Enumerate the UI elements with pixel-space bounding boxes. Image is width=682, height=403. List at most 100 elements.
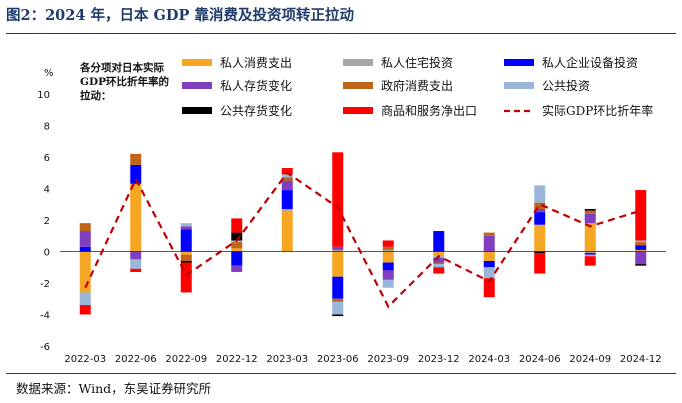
bar-segment xyxy=(130,251,142,260)
bar-segment xyxy=(180,254,192,261)
bar-segment xyxy=(231,218,243,233)
bar-segment xyxy=(332,298,344,302)
bar-segment xyxy=(635,264,647,266)
bar-segment xyxy=(382,249,394,252)
y-tick-label: 2 xyxy=(44,216,50,227)
y-tick-label: -4 xyxy=(40,311,50,322)
y-axis: -6 -4 -2 0 2 4 6 8 10 xyxy=(37,90,50,353)
legend-swatch xyxy=(182,107,212,114)
bar-segment xyxy=(332,276,344,299)
bar-segment xyxy=(281,180,293,191)
bar-segment xyxy=(433,262,445,265)
bar-segment xyxy=(180,260,192,263)
y-tick-label: 6 xyxy=(44,153,50,164)
legend-note-line-2: GDP环比折年率的 xyxy=(80,75,169,88)
bar-segment xyxy=(433,257,445,263)
bar-segment xyxy=(584,210,596,214)
legend-note: 各分项对日本实际 GDP环比折年率的 拉动： xyxy=(79,61,169,102)
stacked-bar-chart: 各分项对日本实际 GDP环比折年率的 拉动： 私人消费支出 私人住宅投资 私人企业设… xyxy=(37,55,666,365)
y-tick-label: -2 xyxy=(40,279,50,290)
bar-segment xyxy=(483,232,495,236)
gdp-growth-line xyxy=(84,171,642,309)
bar-segment xyxy=(130,164,142,184)
legend-label: 商品和服务净出口 xyxy=(381,103,477,118)
legend-label: 私人企业设备投资 xyxy=(542,55,638,70)
bar-segment xyxy=(584,253,596,255)
bar-segment xyxy=(534,202,546,209)
bar-segment xyxy=(180,229,192,252)
bar-segment xyxy=(534,253,546,274)
y-tick-label: 8 xyxy=(44,122,50,133)
legend-label: 私人消费支出 xyxy=(220,56,292,70)
bar-segment xyxy=(180,251,192,255)
bar-segment xyxy=(231,251,243,266)
bar-segment xyxy=(483,260,495,268)
bar-segment xyxy=(231,242,243,249)
source-note: 数据来源：Wind，东吴证券研究所 xyxy=(16,381,212,396)
bar-segment xyxy=(382,251,394,263)
bar-segment xyxy=(584,223,596,252)
bar-segment xyxy=(231,248,243,252)
bar-segment xyxy=(130,268,142,272)
bar-segment xyxy=(281,190,293,209)
x-tick-label: 2024-03 xyxy=(468,354,510,365)
bar-segment xyxy=(332,314,344,317)
gdp-line xyxy=(84,171,642,309)
bar-segment xyxy=(433,264,445,268)
legend-swatch xyxy=(343,59,373,66)
bar-segment xyxy=(635,249,647,252)
bar-segment xyxy=(79,292,91,306)
legend-swatch xyxy=(504,59,534,66)
x-tick-label: 2022-12 xyxy=(216,354,258,365)
y-tick-label: 10 xyxy=(37,90,50,101)
bar-segment xyxy=(332,246,344,250)
x-tick-label: 2022-03 xyxy=(64,354,106,365)
bar-segment xyxy=(332,251,344,277)
bar-segment xyxy=(281,208,293,211)
bar-segment xyxy=(180,223,192,227)
bar-segment xyxy=(79,223,91,232)
x-tick-label: 2022-06 xyxy=(115,354,157,365)
legend-label: 私人住宅投资 xyxy=(381,55,453,70)
y-tick-label: 0 xyxy=(44,248,50,259)
bar-segment xyxy=(534,208,546,213)
x-tick-label: 2024-12 xyxy=(620,354,662,365)
bar-segment xyxy=(130,183,142,252)
bar-segment xyxy=(433,267,445,274)
bar-segment xyxy=(281,177,293,181)
x-tick-label: 2023-09 xyxy=(367,354,409,365)
x-tick-label: 2024-06 xyxy=(519,354,561,365)
legend-note-line-3: 拉动： xyxy=(80,89,112,102)
legend-swatch xyxy=(182,59,212,66)
bar-segment xyxy=(483,278,495,298)
bar-segment xyxy=(534,185,546,203)
legend-swatch xyxy=(343,107,373,114)
x-tick-label: 2023-12 xyxy=(418,354,460,365)
legend-label: 公共存货变化 xyxy=(220,103,292,118)
bar-segment xyxy=(433,231,445,252)
bar-segment xyxy=(231,265,243,272)
bar-segment xyxy=(79,251,91,293)
legend-swatch xyxy=(504,82,534,89)
bar-segment xyxy=(433,251,445,257)
bar-segment xyxy=(382,240,394,247)
bar-segment xyxy=(584,254,596,257)
bar-segment xyxy=(281,210,293,252)
bar-segment xyxy=(534,251,546,254)
bar-segment xyxy=(130,259,142,269)
legend-label: 私人存货变化 xyxy=(220,78,292,93)
y-tick-label: -6 xyxy=(40,342,50,353)
bar-segment xyxy=(180,262,192,293)
legend-label: 公共投资 xyxy=(542,78,590,93)
title-rule xyxy=(6,33,676,34)
bar-segment xyxy=(79,305,91,315)
bar-segment xyxy=(382,270,394,280)
bar-segment xyxy=(635,190,647,241)
bar-segment xyxy=(635,251,647,265)
bar-segment xyxy=(534,212,546,225)
legend-note-line-1: 各分项对日本实际 xyxy=(79,61,164,74)
bar-segment xyxy=(332,152,344,247)
bar-segment xyxy=(584,213,596,224)
bar-segment xyxy=(635,240,647,243)
bar-segment xyxy=(180,226,192,230)
